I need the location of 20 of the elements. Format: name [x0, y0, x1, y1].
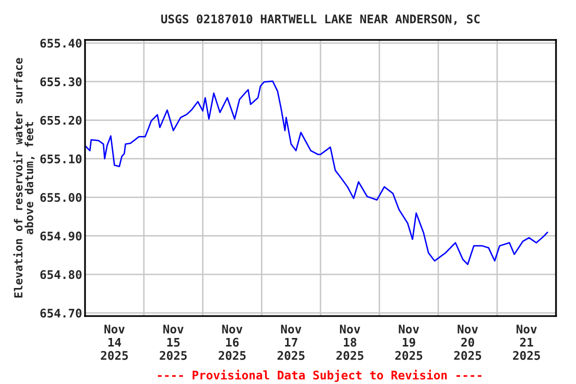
y-tick-label: 655.20 — [40, 116, 82, 125]
y-tick-label: 655.30 — [40, 77, 82, 86]
y-tick-label: 654.80 — [40, 270, 82, 280]
x-tick-label: Nov 17 2025 — [278, 324, 304, 360]
y-tick-label: 654.90 — [40, 232, 82, 241]
x-tick-label: Nov 19 2025 — [395, 324, 422, 360]
y-tick-label: 655.00 — [40, 192, 82, 202]
x-tick-label: Nov 16 2025 — [218, 324, 246, 360]
text: ---- Provisional Data Subject to Revision ---- — [158, 370, 482, 382]
x-tick-label: Nov 15 2025 — [160, 324, 187, 360]
x-tick-label: Nov 21 2025 — [513, 324, 540, 360]
chart-title: USGS 02187010 HARTWELL LAKE NEAR ANDERSON, SC — [161, 14, 480, 25]
x-tick-label: Nov 14 2025 — [100, 324, 128, 360]
y-axis-title: Elevation of reservoir water surface above datum, feet — [13, 58, 35, 298]
y-tick-label: 655.40 — [40, 38, 82, 48]
y-tick-label: 654.70 — [40, 308, 82, 318]
y-tick-label: 655.10 — [40, 154, 82, 164]
line-series — [85, 80, 548, 266]
x-tick-label: Nov 18 2025 — [336, 324, 364, 360]
x-tick-label: Nov 20 2025 — [454, 324, 482, 360]
